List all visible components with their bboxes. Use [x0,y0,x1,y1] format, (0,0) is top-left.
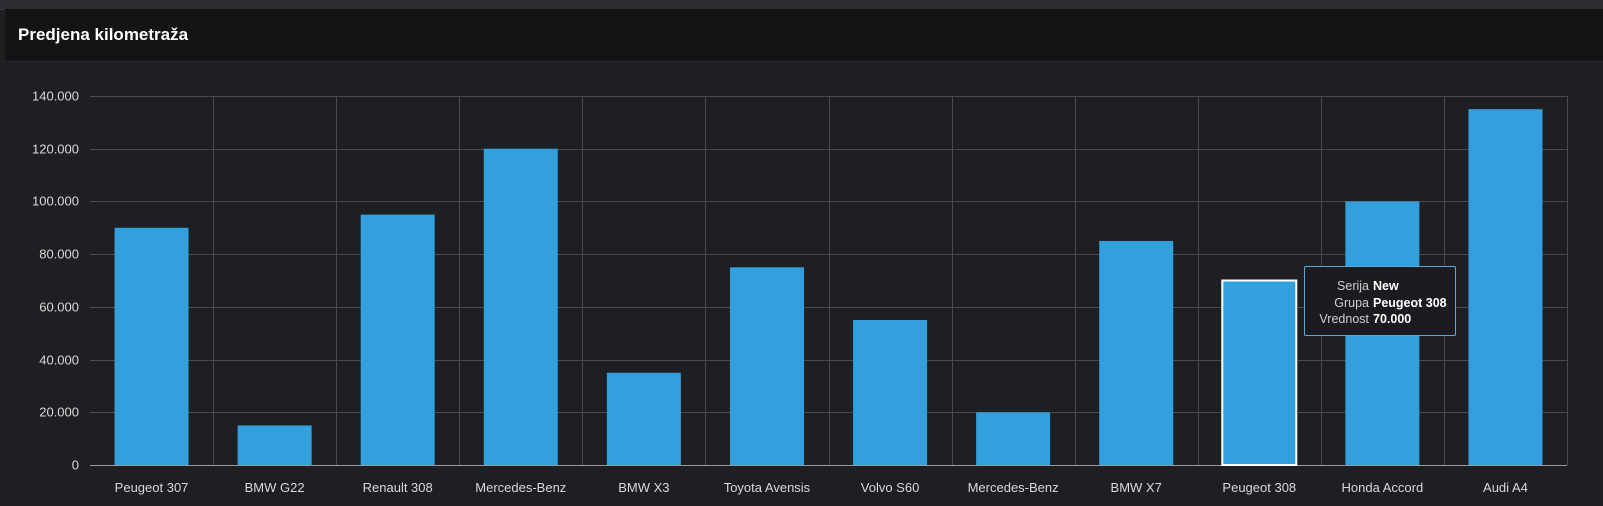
tooltip-row-group: Grupa Peugeot 308 [1305,295,1455,312]
x-tick-label: Peugeot 307 [115,480,189,495]
x-axis-labels: Peugeot 307 BMW G22 Renault 308 Mercedes-Be… [115,480,1528,495]
x-tick-label: Audi A4 [1483,480,1528,495]
panel-title: Predjena kilometraža [18,25,189,44]
x-tick-label: Volvo S60 [861,480,920,495]
x-tick-label: Peugeot 308 [1222,480,1296,495]
panel-header: Predjena kilometraža [5,9,1603,62]
bar-7[interactable] [853,320,928,465]
bar-2[interactable] [237,425,312,465]
tooltip-row-series: Serija New [1305,278,1455,295]
bar-tooltip: Serija New Grupa Peugeot 308 Vrednost 70… [1304,266,1456,336]
y-tick-label: 40.000 [39,353,79,368]
bar-5[interactable] [606,372,681,465]
tooltip-row-value: Vrednost 70.000 [1305,311,1455,328]
y-tick-label: 120.000 [32,142,79,157]
x-tick-label: BMW X7 [1111,480,1162,495]
tooltip-value: Peugeot 308 [1373,295,1447,310]
tooltip-key: Serija [1337,279,1369,293]
y-tick-label: 100.000 [32,194,79,209]
x-tick-label: BMW X3 [618,480,669,495]
y-tick-label: 20.000 [39,405,79,420]
x-tick-label: Mercedes-Benz [968,480,1059,495]
bar-9[interactable] [1099,240,1174,465]
y-tick-label: 0 [72,458,79,473]
tooltip-key: Vrednost [1319,312,1369,326]
x-tick-label: Honda Accord [1342,480,1424,495]
bar-10[interactable] [1221,279,1298,466]
tooltip-key: Grupa [1334,295,1369,310]
y-tick-label: 60.000 [39,300,79,315]
bar-12[interactable] [1468,109,1543,465]
x-tick-label: Mercedes-Benz [475,480,566,495]
bar-1[interactable] [114,227,189,465]
bar-6[interactable] [729,267,804,465]
y-axis-ticks: 0 20.000 40.000 60.000 80.000 100.000 120.000 1… [32,89,79,473]
x-tick-label: Toyota Avensis [724,480,811,495]
x-tick-label: BMW G22 [245,480,305,495]
tooltip-value: 70.000 [1373,312,1412,326]
y-tick-label: 80.000 [39,247,79,262]
bar-4[interactable] [483,148,558,465]
y-tick-label: 140.000 [32,89,79,104]
tooltip-value: New [1373,279,1399,293]
bar-8[interactable] [976,412,1051,465]
chart-panel: Predjena kilometraža [5,9,1603,506]
chart-bars [114,109,1543,466]
x-tick-label: Renault 308 [363,480,433,495]
bar-3[interactable] [360,214,435,465]
